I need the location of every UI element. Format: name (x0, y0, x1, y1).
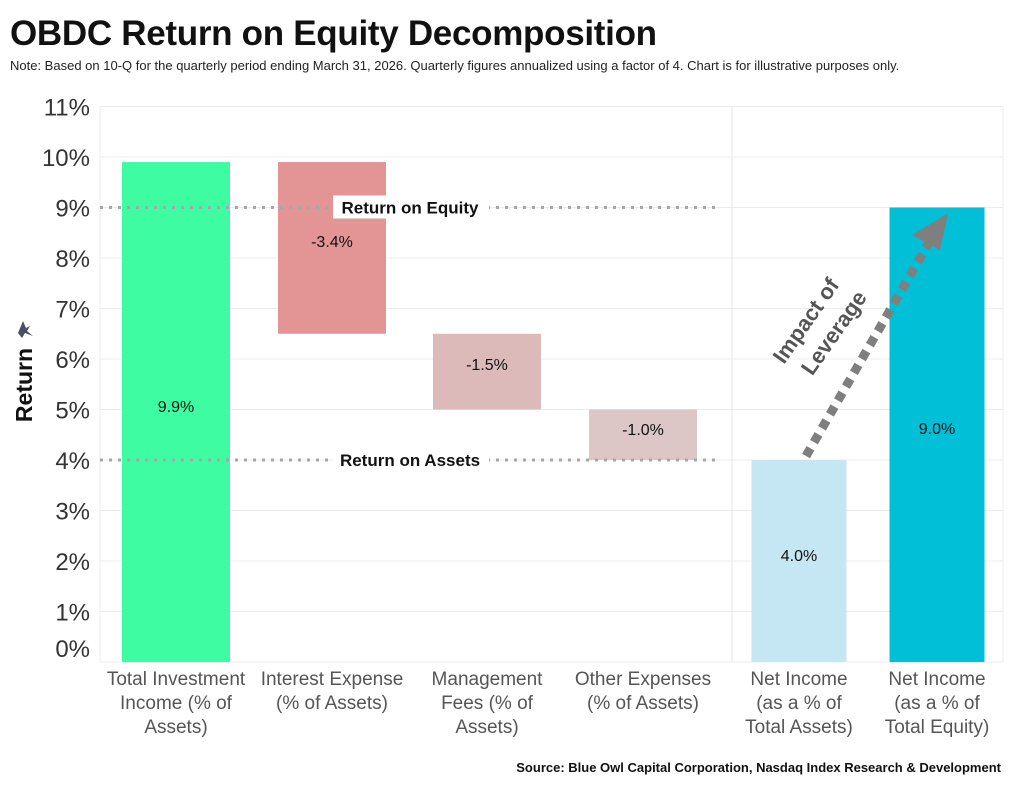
x-category-label: Interest Expense (261, 669, 404, 690)
x-category-label: Fees (% of (441, 693, 534, 714)
x-category-label: Total Investment (107, 669, 246, 690)
y-tick-label: 7% (55, 297, 90, 324)
x-category-label: Assets) (144, 717, 207, 738)
data-label: -1.5% (466, 357, 508, 374)
y-tick-label: 6% (55, 347, 90, 374)
y-tick-label: 11% (44, 95, 90, 122)
x-category-label: (as a % of (756, 693, 842, 714)
reference-line-label: Return on Assets (340, 451, 480, 470)
reference-label-bg (333, 448, 489, 471)
x-category-label: Other Expenses (575, 669, 711, 690)
y-tick-label: 10% (42, 145, 90, 172)
y-axis-title: Return (11, 348, 37, 422)
source-note: Source: Blue Owl Capital Corporation, Na… (516, 760, 1001, 775)
bar (278, 162, 386, 334)
data-label: 9.0% (919, 421, 955, 438)
x-category-label: Income (% of (120, 693, 233, 714)
data-label: 4.0% (781, 548, 817, 565)
x-category-label: (% of Assets) (276, 693, 388, 714)
y-tick-label: 2% (55, 549, 90, 576)
reference-line-label: Return on Equity (342, 199, 479, 218)
y-tick-label: 5% (55, 398, 90, 425)
y-tick-label: 3% (55, 499, 90, 526)
x-category-label: Net Income (888, 669, 985, 690)
y-tick-label: 9% (55, 196, 90, 223)
pin-icon (18, 321, 33, 338)
reference-label-bg (333, 195, 489, 219)
chart-note: Note: Based on 10-Q for the quarterly pe… (10, 58, 900, 73)
bar (589, 409, 697, 460)
data-label: -3.4% (311, 234, 353, 251)
bar (751, 460, 847, 662)
x-category-label: (% of Assets) (587, 693, 699, 714)
bar (122, 162, 230, 663)
x-category-label: Net Income (750, 669, 847, 690)
x-category-label: (as a % of (894, 693, 980, 714)
bar (433, 333, 541, 410)
y-tick-label: 0% (55, 636, 90, 663)
leverage-arrow-head (912, 213, 948, 250)
x-category-label: Total Assets) (745, 717, 853, 738)
x-category-label: Assets) (455, 717, 518, 738)
y-tick-label: 1% (55, 600, 90, 627)
x-category-label: Management (432, 669, 544, 690)
data-label: 9.9% (158, 399, 194, 416)
leverage-arrow-shaft (802, 233, 937, 459)
y-tick-label: 8% (55, 246, 90, 273)
x-category-label: Total Equity) (885, 717, 990, 738)
chart-title: OBDC Return on Equity Decomposition (10, 14, 657, 53)
y-tick-label: 4% (55, 448, 90, 475)
data-label: -1.0% (622, 422, 664, 439)
